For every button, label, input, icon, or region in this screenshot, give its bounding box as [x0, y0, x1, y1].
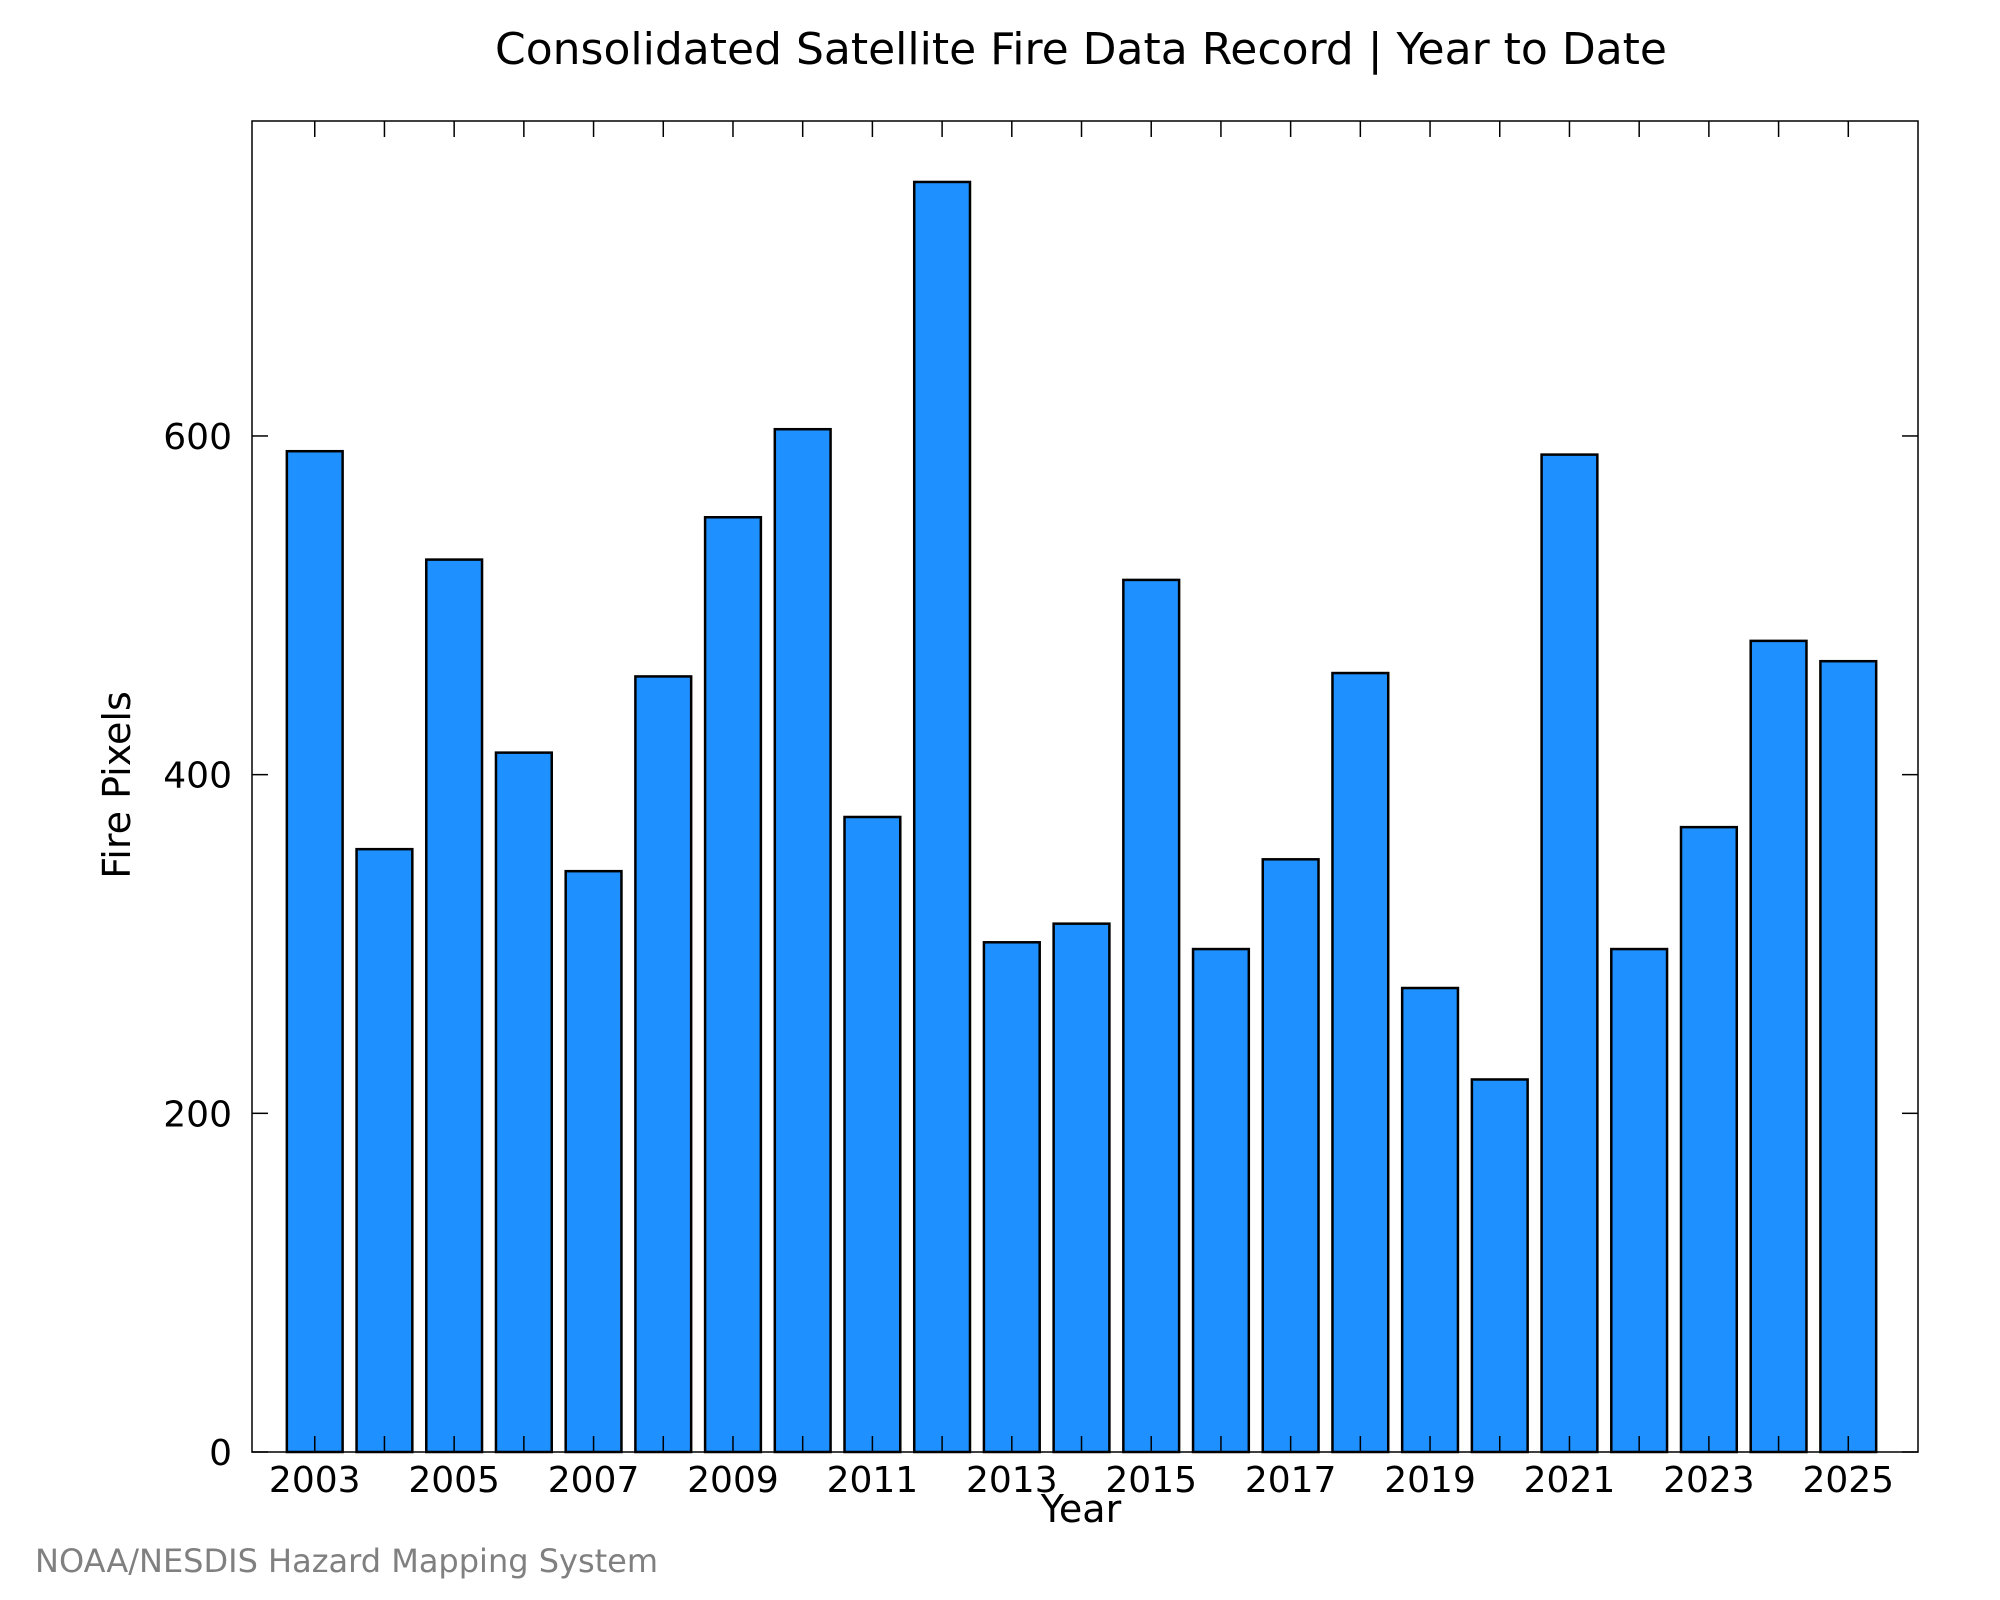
plot-frame — [251, 120, 1919, 1453]
bar-2009 — [703, 516, 763, 1454]
y-axis-label: Fire Pixels — [95, 691, 139, 879]
x-tick-label-2015: 2015 — [1105, 1460, 1197, 1501]
x-tick-label-2005: 2005 — [408, 1460, 500, 1501]
y-tick-label-200: 200 — [163, 1094, 232, 1135]
bar-2008 — [634, 675, 693, 1454]
bar-2023 — [1679, 825, 1739, 1454]
bar-2003 — [285, 449, 344, 1454]
x-tick-label-2003: 2003 — [269, 1460, 361, 1501]
bar-2024 — [1749, 639, 1808, 1454]
y-tick-label-600: 600 — [163, 417, 232, 458]
y-tick-label-400: 400 — [163, 756, 232, 797]
bar-2014 — [1052, 922, 1111, 1454]
x-tick-labels-group: 2003 2005 2007 2009 2011 2013 2015 2017 2019 2021… — [269, 1460, 1894, 1501]
x-tick-label-2019: 2019 — [1384, 1460, 1476, 1501]
bar-2017 — [1261, 858, 1320, 1454]
bar-2010 — [773, 427, 832, 1454]
bar-2018 — [1331, 671, 1390, 1454]
bars-group — [285, 180, 1878, 1454]
bar-2019 — [1400, 986, 1460, 1454]
credit-text: NOAA/NESDIS Hazard Mapping System — [35, 1542, 658, 1580]
x-tick-label-2009: 2009 — [687, 1460, 779, 1501]
x-tick-label-2021: 2021 — [1524, 1460, 1616, 1501]
bar-2015 — [1122, 578, 1181, 1454]
bar-2005 — [425, 558, 484, 1454]
bar-2011 — [843, 815, 902, 1454]
x-tick-label-2025: 2025 — [1802, 1460, 1894, 1501]
y-tick-labels-group: 0 200 400 600 — [163, 417, 232, 1474]
x-tick-label-2011: 2011 — [827, 1460, 919, 1501]
bar-2006 — [494, 751, 553, 1454]
x-tick-label-2023: 2023 — [1663, 1460, 1755, 1501]
bar-2013 — [982, 941, 1041, 1454]
x-tick-label-2007: 2007 — [548, 1460, 640, 1501]
bar-2004 — [355, 847, 414, 1454]
chart-title: Consolidated Satellite Fire Data Record … — [495, 24, 1667, 75]
bar-2012 — [912, 180, 972, 1454]
y-tick-label-0: 0 — [209, 1433, 232, 1474]
bar-2016 — [1191, 947, 1251, 1454]
x-tick-label-2013: 2013 — [966, 1460, 1058, 1501]
x-tick-label-2017: 2017 — [1245, 1460, 1337, 1501]
bar-2020 — [1470, 1078, 1529, 1454]
axis-ticks-group — [252, 121, 1918, 1453]
bar-2007 — [564, 869, 623, 1454]
x-axis-label: Year — [1040, 1487, 1122, 1531]
bar-2021 — [1540, 453, 1599, 1454]
bar-2025 — [1819, 659, 1878, 1454]
bar-2022 — [1610, 947, 1669, 1454]
